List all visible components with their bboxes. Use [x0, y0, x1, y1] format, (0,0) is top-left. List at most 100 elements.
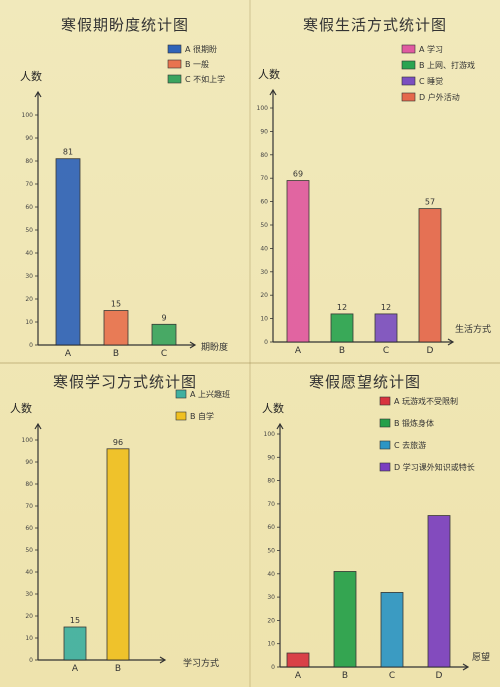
y-tick-label: 60	[25, 204, 33, 211]
y-tick-label: 70	[25, 503, 33, 510]
y-tick-label: 80	[267, 478, 275, 485]
y-tick-label: 20	[267, 617, 275, 624]
y-tick-label: 30	[267, 594, 275, 601]
x-tick-label: B	[342, 671, 348, 681]
x-tick-label: C	[161, 349, 167, 359]
y-tick-label: 20	[25, 296, 33, 303]
bar-D	[427, 515, 451, 668]
legend-swatch	[167, 59, 182, 69]
y-tick-label: 40	[260, 245, 268, 252]
data-label: 96	[113, 438, 123, 447]
y-tick-label: 0	[271, 664, 275, 671]
x-axis-label: 期盼度	[201, 341, 228, 353]
legend-swatch	[379, 462, 391, 472]
y-tick-label: 40	[25, 250, 33, 257]
y-tick-label: 60	[260, 199, 268, 206]
legend-swatch	[167, 44, 182, 54]
legend-entry: C 不如上学	[185, 74, 225, 84]
legend-swatch	[401, 76, 416, 86]
y-tick-label: 80	[260, 152, 268, 159]
y-axis-arrow	[34, 422, 42, 430]
y-tick-label: 80	[25, 158, 33, 165]
y-tick-label: 70	[25, 181, 33, 188]
bar-A	[63, 626, 87, 661]
y-axis-arrow	[276, 422, 284, 430]
data-label: 81	[63, 148, 73, 157]
legend-swatch	[401, 44, 416, 54]
data-label: 57	[425, 198, 435, 207]
legend-swatch	[379, 418, 391, 428]
x-tick-label: B	[115, 664, 121, 674]
y-tick-label: 30	[260, 269, 268, 276]
y-tick-label: 10	[267, 641, 275, 648]
bar-C	[380, 592, 404, 668]
data-label: 12	[381, 303, 391, 312]
y-tick-label: 50	[267, 548, 275, 555]
legend-entry: C 睡觉	[419, 76, 443, 86]
y-tick-label: 100	[22, 112, 34, 119]
y-tick-label: 40	[267, 571, 275, 578]
x-tick-label: A	[295, 346, 302, 356]
y-tick-label: 90	[25, 135, 33, 142]
y-tick-label: 80	[25, 481, 33, 488]
legend-entry: D 户外活动	[419, 92, 460, 102]
x-tick-label: C	[389, 671, 395, 681]
chart-title: 寒假期盼度统计图	[61, 16, 189, 34]
y-axis-arrow	[269, 88, 277, 96]
x-axis-arrow	[447, 338, 455, 346]
bar-A	[55, 158, 81, 346]
y-tick-label: 10	[260, 316, 268, 323]
legend-entry: D 学习课外知识或特长	[394, 462, 475, 472]
legend-swatch	[175, 411, 187, 421]
x-tick-label: A	[65, 349, 72, 359]
y-tick-label: 20	[25, 613, 33, 620]
paper-fold-vertical	[249, 0, 251, 687]
legend-swatch	[167, 74, 182, 84]
y-tick-label: 70	[260, 175, 268, 182]
x-tick-label: A	[72, 664, 79, 674]
legend-entry: B 上网、打游戏	[419, 60, 475, 70]
x-tick-label: D	[427, 346, 434, 356]
x-tick-label: B	[113, 349, 119, 359]
x-axis-arrow	[462, 663, 470, 671]
y-tick-label: 90	[260, 128, 268, 135]
bar-A	[286, 652, 310, 668]
y-axis-label: 人数	[258, 68, 280, 81]
x-tick-label: A	[295, 671, 302, 681]
chart-title: 寒假生活方式统计图	[303, 16, 447, 34]
chart-title: 寒假愿望统计图	[309, 373, 421, 391]
data-label: 15	[111, 300, 121, 309]
bar-D	[418, 208, 442, 343]
y-axis-label: 人数	[262, 402, 284, 415]
y-tick-label: 10	[25, 319, 33, 326]
legend-swatch	[379, 440, 391, 450]
y-tick-label: 100	[22, 437, 34, 444]
legend-swatch	[401, 92, 416, 102]
y-tick-label: 100	[257, 105, 269, 112]
x-axis-label: 愿望	[472, 651, 490, 663]
data-label: 69	[293, 170, 303, 179]
bar-C	[374, 313, 398, 343]
y-tick-label: 40	[25, 569, 33, 576]
x-axis-arrow	[189, 341, 197, 349]
y-tick-label: 90	[25, 459, 33, 466]
y-tick-label: 60	[25, 525, 33, 532]
y-tick-label: 90	[267, 454, 275, 461]
y-axis-arrow	[34, 90, 42, 98]
bar-A	[286, 180, 310, 343]
y-tick-label: 30	[25, 273, 33, 280]
y-tick-label: 30	[25, 591, 33, 598]
x-axis-label: 生活方式	[455, 323, 491, 335]
x-tick-label: C	[383, 346, 389, 356]
bar-C	[151, 323, 177, 346]
y-tick-label: 20	[260, 292, 268, 299]
legend-entry: B 锻炼身体	[394, 418, 434, 428]
y-tick-label: 50	[260, 222, 268, 229]
legend-entry: B 自学	[190, 411, 214, 421]
x-tick-label: B	[339, 346, 345, 356]
